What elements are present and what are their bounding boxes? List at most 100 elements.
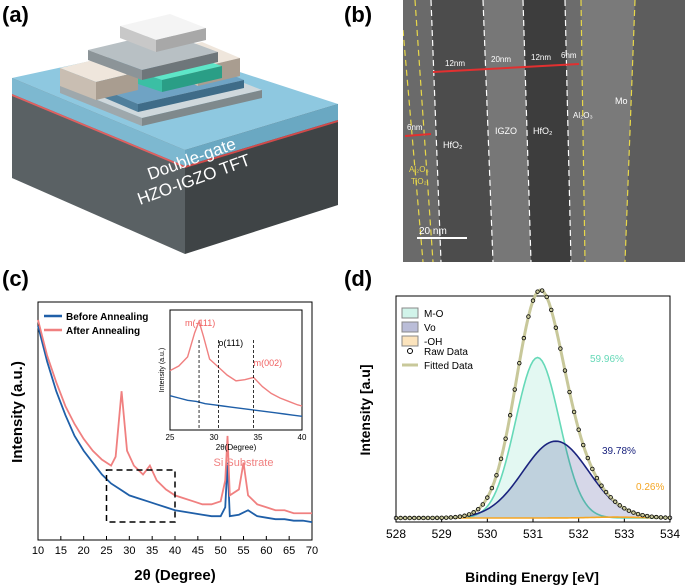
layer-hfo2-left: HfO₂ xyxy=(443,140,463,150)
c-xtick-label: 45 xyxy=(192,545,204,557)
layer-tio2: TiO₂ xyxy=(411,177,427,186)
c-xtick-label: 15 xyxy=(55,545,67,557)
d-raw-point xyxy=(503,436,508,441)
d-raw-point xyxy=(558,346,563,351)
d-raw-point xyxy=(654,514,659,520)
d-raw-point xyxy=(581,442,586,448)
d-raw-point xyxy=(453,514,458,520)
c-inset-xtick-label: 35 xyxy=(254,433,263,442)
panel-d-label: (d) xyxy=(344,266,373,291)
c-inset-xlabel: 2θ(Degree) xyxy=(216,443,257,452)
d-raw-point xyxy=(444,515,449,520)
d-percent-2: 0.26% xyxy=(636,482,664,493)
layer-al2o3-left: Al₂O₃ xyxy=(409,165,429,174)
dim-label-12nm-right: 12nm xyxy=(531,53,551,62)
d-percent-1: 39.78% xyxy=(602,446,636,457)
c-zoom-box xyxy=(105,469,176,523)
d-raw-point xyxy=(535,289,540,294)
d-raw-point xyxy=(594,475,600,481)
d-ylabel: Intensity [a.u] xyxy=(357,364,373,455)
d-raw-point xyxy=(649,514,654,519)
d-raw-point xyxy=(562,368,568,373)
d-legend-raw-marker xyxy=(407,348,413,354)
d-legend-label-0: M-O xyxy=(424,309,444,320)
d-raw-point xyxy=(521,335,527,341)
d-legend-label-2: -OH xyxy=(424,337,442,348)
scale-bar-label: 20 nm xyxy=(419,226,447,237)
layer-hfo2-right: HfO₂ xyxy=(533,126,553,136)
c-inset-xtick-label: 25 xyxy=(166,433,175,442)
d-raw-point xyxy=(507,413,513,418)
d-raw-point xyxy=(462,513,467,518)
d-raw-point xyxy=(544,294,549,300)
c-annotation-si: Si Substrate xyxy=(214,457,274,469)
d-raw-point xyxy=(658,515,664,520)
d-raw-point xyxy=(663,515,668,520)
xrd-chart: 10 15 20 25 30 35 40 45 50 55 60 65 70 Before Anneali… xyxy=(9,301,318,584)
d-raw-point xyxy=(644,513,650,519)
d-percent-0: 59.96% xyxy=(590,354,624,365)
d-raw-point xyxy=(425,515,431,521)
d-raw-point xyxy=(631,510,636,515)
c-xtick-label: 40 xyxy=(169,545,181,557)
d-raw-point xyxy=(622,506,627,511)
panel-c-label: (c) xyxy=(2,266,29,291)
d-raw-point xyxy=(571,409,577,415)
d-raw-point xyxy=(421,515,426,521)
c-inset-series-1 xyxy=(169,319,303,407)
d-raw-point xyxy=(407,515,412,521)
d-legend-swatch-0 xyxy=(401,307,419,319)
d-legend-label-1: Vo xyxy=(424,323,436,334)
dim-label-6nm-left: 6nm xyxy=(407,123,423,132)
d-raw-point xyxy=(466,512,472,517)
d-raw-point xyxy=(430,515,435,521)
d-fitted-line xyxy=(395,288,671,520)
d-raw-point xyxy=(635,511,641,517)
c-inset-xtick-label: 40 xyxy=(298,433,307,442)
d-raw-point xyxy=(434,515,440,521)
d-raw-point xyxy=(494,473,499,478)
substrate-left xyxy=(12,78,185,254)
c-xlabel: 2θ (Degree) xyxy=(134,567,215,584)
layer-mo: Mo xyxy=(615,96,628,106)
d-area-0 xyxy=(396,357,670,518)
d-raw-point xyxy=(667,515,673,520)
c-xtick-label: 35 xyxy=(146,545,158,557)
d-raw-point xyxy=(599,483,604,488)
c-xtick-label: 20 xyxy=(78,545,90,557)
d-raw-point xyxy=(412,515,417,521)
c-xtick-label: 30 xyxy=(123,545,135,557)
c-ylabel: Intensity (a.u.) xyxy=(9,361,26,463)
c-inset-frame xyxy=(169,309,303,431)
d-area-1 xyxy=(396,441,670,518)
d-raw-point xyxy=(603,489,609,495)
d-raw-point xyxy=(416,515,422,521)
xps-chart: 528 529 530 531 532 533 534 59.96% 39.78% 0.26% M-… xyxy=(357,288,680,585)
d-raw-point xyxy=(393,515,399,521)
d-legend-raw-label: Raw Data xyxy=(424,347,468,358)
d-xtick-label: 530 xyxy=(477,527,497,541)
d-legend-swatch-1 xyxy=(401,321,419,333)
d-raw-point xyxy=(576,427,581,432)
c-xtick-label: 55 xyxy=(237,545,249,557)
c-xtick-label: 25 xyxy=(100,545,112,557)
d-raw-point xyxy=(517,360,522,366)
c-xtick-label: 10 xyxy=(32,545,44,557)
d-legend-swatch-2 xyxy=(401,335,419,347)
dim-label-6nm-top: 6nm xyxy=(561,51,577,60)
c-xtick-label: 50 xyxy=(215,545,227,557)
c-series-1 xyxy=(37,319,312,515)
c-xtick-label: 65 xyxy=(283,545,295,557)
c-series-0 xyxy=(37,325,313,524)
d-raw-point xyxy=(398,515,403,521)
d-raw-point xyxy=(526,314,531,319)
d-raw-point xyxy=(567,389,572,395)
layer-al2o3-right: Al₂O₃ xyxy=(573,111,593,120)
d-xtick-label: 533 xyxy=(614,527,634,541)
d-raw-point xyxy=(498,456,504,462)
d-raw-point xyxy=(640,512,645,518)
d-raw-point xyxy=(475,506,481,512)
c-xtick-label: 70 xyxy=(306,545,318,557)
c-inset-peak-label-0: m(-111) xyxy=(185,318,215,328)
d-raw-point xyxy=(489,485,495,491)
